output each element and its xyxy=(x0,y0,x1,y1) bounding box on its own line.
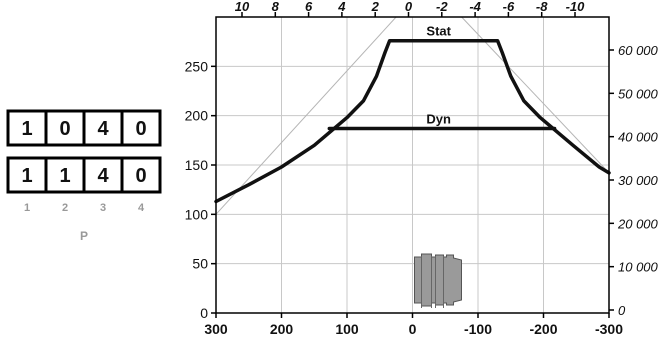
tick-marks xyxy=(211,12,614,318)
x-tick-label: -300 xyxy=(595,321,623,337)
position-label: 2 xyxy=(62,202,68,214)
y-tick-label: 250 xyxy=(185,58,209,74)
right-tick-label: 0 xyxy=(618,303,626,318)
series-label-dyn: Dyn xyxy=(426,111,451,126)
top-tick-label: 8 xyxy=(272,0,280,14)
y-tick-label: 0 xyxy=(200,305,208,321)
asymptote-line xyxy=(461,16,610,174)
right-tick-label: 40 000 xyxy=(618,130,659,145)
x-tick-label: 0 xyxy=(409,321,417,337)
top-tick-label: 0 xyxy=(405,0,413,14)
position-label: 3 xyxy=(100,202,106,214)
p-label: P xyxy=(80,229,88,243)
x-tick-label: 200 xyxy=(270,321,294,337)
series-label-stat: Stat xyxy=(426,24,451,39)
code-digit: 1 xyxy=(59,165,70,187)
top-tick-label: 6 xyxy=(305,0,313,14)
x-tick-label: 300 xyxy=(204,321,228,337)
x-tick-label: -100 xyxy=(464,321,492,337)
code-digit: 1 xyxy=(21,165,32,187)
y-tick-label: 200 xyxy=(185,108,209,124)
top-tick-label: 4 xyxy=(337,0,346,14)
top-tick-label: -10 xyxy=(566,0,586,14)
right-tick-label: 50 000 xyxy=(618,86,659,101)
right-tick-label: 10 000 xyxy=(618,260,659,275)
right-tick-label: 60 000 xyxy=(618,43,659,58)
grid xyxy=(216,17,609,313)
y-tick-label: 150 xyxy=(185,157,209,173)
code-digit: 1 xyxy=(21,118,32,140)
top-tick-label: 2 xyxy=(371,0,380,14)
y-tick-label: 50 xyxy=(192,256,208,272)
series-lines xyxy=(214,38,611,204)
code-row-2: 1 1 4 0 xyxy=(6,156,162,194)
connector-body-icon xyxy=(414,253,462,308)
code-digit: 0 xyxy=(135,118,146,140)
right-tick-label: 30 000 xyxy=(618,173,659,188)
code-digit: 4 xyxy=(97,118,109,140)
asymptote-lines xyxy=(215,16,610,215)
code-digit: 0 xyxy=(59,118,70,140)
code-digit: 4 xyxy=(97,165,109,187)
code-boxes: 1 0 4 0 1 1 4 0 1 2 3 4 P xyxy=(6,109,162,243)
x-tick-label: 100 xyxy=(335,321,359,337)
top-tick-label: -4 xyxy=(469,0,481,14)
top-tick-label: -2 xyxy=(436,0,448,14)
top-tick-label: -6 xyxy=(503,0,515,14)
asymptote-line xyxy=(215,16,397,215)
code-row-1: 1 0 4 0 xyxy=(6,109,162,147)
code-digit: 0 xyxy=(135,165,146,187)
position-label: 1 xyxy=(24,202,30,214)
series-labels: Stat Dyn xyxy=(426,24,451,127)
top-tick-label: 10 xyxy=(235,0,250,14)
position-label: 4 xyxy=(138,202,145,214)
y-tick-label: 100 xyxy=(185,206,209,222)
right-tick-label: 20 000 xyxy=(617,216,659,231)
x-tick-label: -200 xyxy=(529,321,557,337)
top-tick-label: -8 xyxy=(536,0,548,14)
